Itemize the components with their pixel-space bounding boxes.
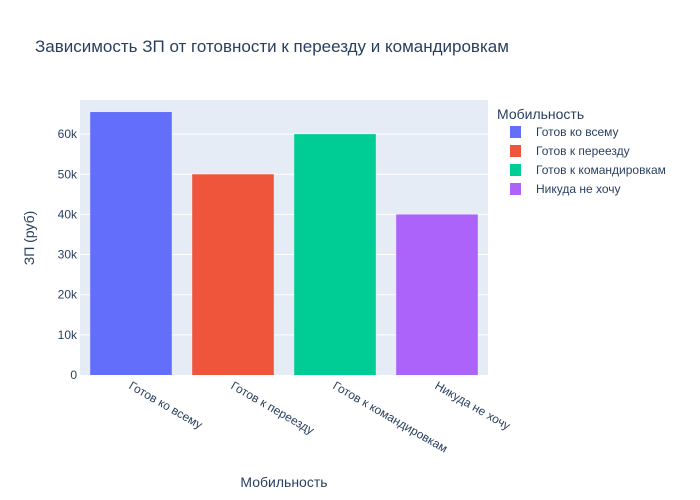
legend-item-label[interactable]: Готов к переезду: [536, 144, 630, 158]
legend-swatch[interactable]: [510, 126, 521, 138]
x-tick-label: Никуда не хочу: [433, 378, 513, 432]
legend: Мобильность Готов ко всему Готов к переез…: [497, 106, 666, 196]
x-tick-label: Готов ко всему: [127, 378, 205, 431]
legend-title: Мобильность: [497, 106, 584, 122]
bar[interactable]: [396, 214, 478, 375]
legend-item-label[interactable]: Готов ко всему: [536, 125, 619, 139]
y-tick-label: 10k: [58, 328, 78, 342]
y-axis-ticks: 0 10k 20k 30k 40k 50k 60k: [58, 127, 78, 382]
bar[interactable]: [294, 134, 376, 375]
y-tick-label: 0: [70, 368, 77, 382]
legend-swatch[interactable]: [510, 164, 521, 176]
legend-swatch[interactable]: [510, 183, 521, 195]
legend-swatch[interactable]: [510, 145, 521, 157]
bars: [90, 112, 478, 375]
legend-item-label[interactable]: Никуда не хочу: [536, 182, 621, 196]
y-tick-label: 30k: [58, 248, 78, 262]
y-tick-label: 60k: [58, 127, 78, 141]
y-tick-label: 40k: [58, 207, 78, 221]
chart-title: Зависимость ЗП от готовности к переезду …: [35, 37, 509, 56]
x-tick-label: Готов к переезду: [229, 378, 317, 437]
legend-item-label[interactable]: Готов к командировкам: [536, 163, 666, 177]
bar[interactable]: [192, 174, 274, 375]
y-tick-label: 50k: [58, 167, 78, 181]
x-axis-ticks: Готов ко всему Готов к переезду Готов к ко…: [127, 378, 513, 455]
bar[interactable]: [90, 112, 172, 375]
y-tick-label: 20k: [58, 288, 78, 302]
y-axis-title: ЗП (руб): [21, 211, 37, 266]
x-axis-title: Мобильность: [240, 474, 327, 490]
